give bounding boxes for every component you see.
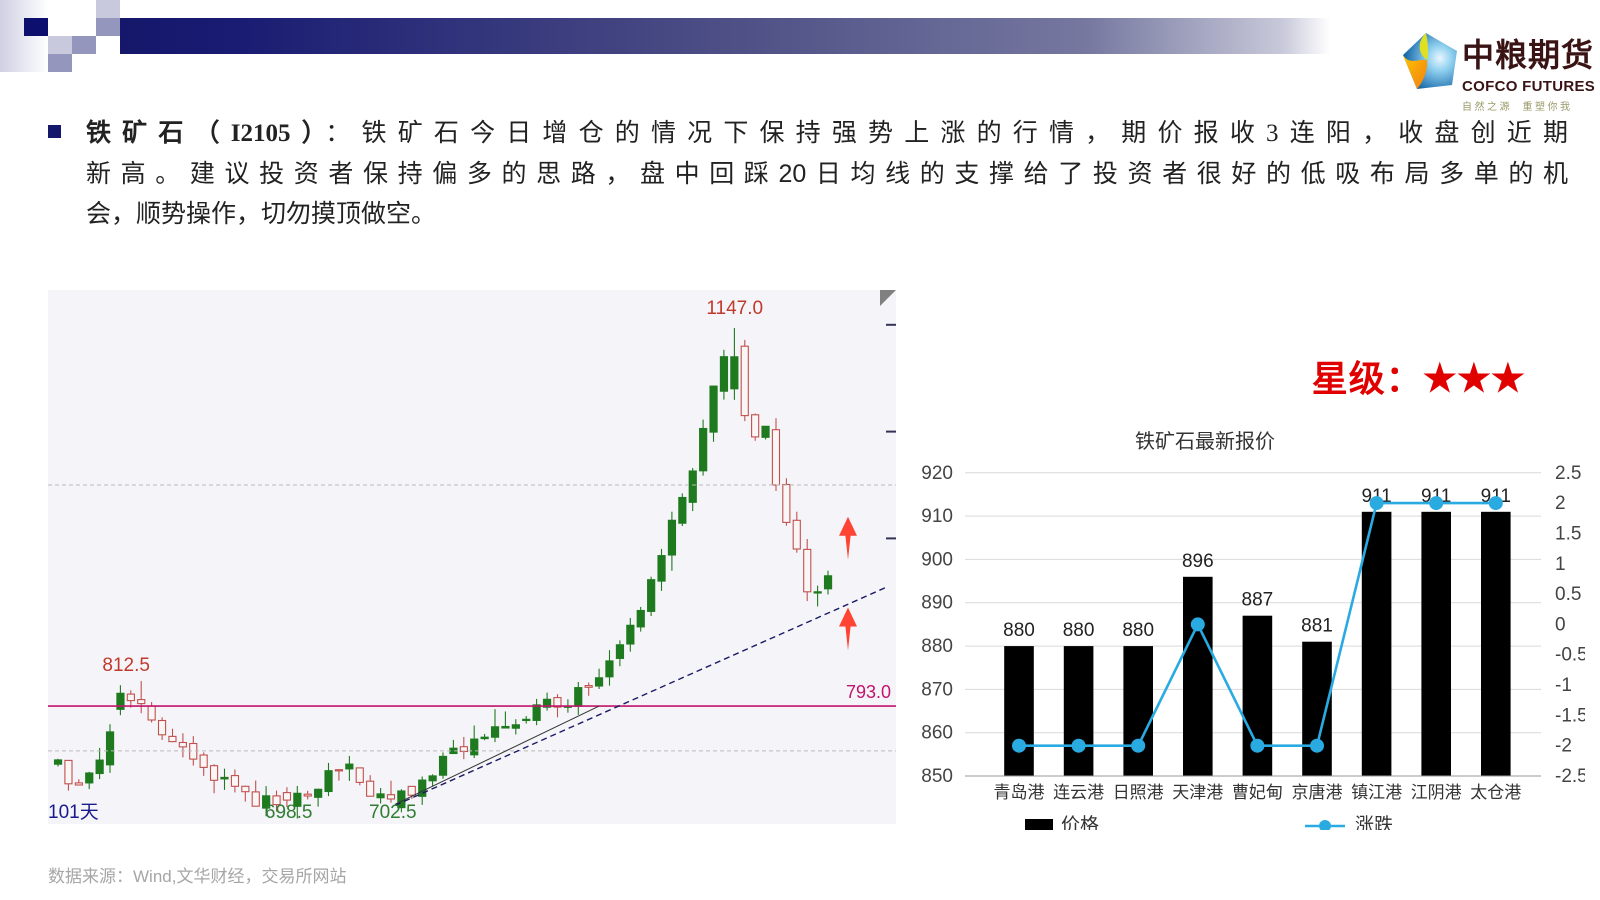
svg-text:-1.5: -1.5 xyxy=(1555,705,1585,726)
svg-text:1: 1 xyxy=(1555,554,1566,575)
svg-text:870: 870 xyxy=(921,679,953,700)
svg-text:-1: -1 xyxy=(1555,675,1572,696)
svg-text:793.0: 793.0 xyxy=(846,682,891,702)
svg-text:896: 896 xyxy=(1182,551,1214,572)
svg-text:880: 880 xyxy=(1063,620,1095,641)
svg-text:1147.0: 1147.0 xyxy=(706,298,763,319)
svg-text:920: 920 xyxy=(921,463,953,484)
svg-text:连云港: 连云港 xyxy=(1053,783,1104,802)
svg-text:101天: 101天 xyxy=(48,802,99,823)
svg-text:曹妃甸: 曹妃甸 xyxy=(1232,783,1283,802)
svg-text:江阴港: 江阴港 xyxy=(1411,783,1462,802)
svg-text:880: 880 xyxy=(921,636,953,657)
svg-text:太仓港: 太仓港 xyxy=(1470,783,1521,802)
svg-text:910: 910 xyxy=(921,506,953,527)
svg-text:青岛港: 青岛港 xyxy=(994,783,1045,802)
svg-text:镇江港: 镇江港 xyxy=(1351,783,1402,802)
svg-text:850: 850 xyxy=(921,766,953,787)
svg-text:0: 0 xyxy=(1555,614,1566,635)
svg-text:900: 900 xyxy=(921,549,953,570)
svg-text:887: 887 xyxy=(1242,590,1274,611)
svg-text:涨跌: 涨跌 xyxy=(1355,814,1393,830)
svg-text:860: 860 xyxy=(921,723,953,744)
svg-text:812.5: 812.5 xyxy=(102,655,150,676)
svg-text:880: 880 xyxy=(1122,620,1154,641)
svg-text:京唐港: 京唐港 xyxy=(1292,782,1343,802)
svg-text:日照港: 日照港 xyxy=(1113,783,1164,802)
svg-text:-2: -2 xyxy=(1555,736,1572,757)
svg-text:-0.5: -0.5 xyxy=(1555,645,1585,666)
svg-text:2.5: 2.5 xyxy=(1555,463,1581,484)
svg-text:铁矿石最新报价: 铁矿石最新报价 xyxy=(1135,430,1275,453)
svg-text:-2.5: -2.5 xyxy=(1555,766,1585,787)
svg-text:880: 880 xyxy=(1003,620,1035,641)
svg-text:698.5: 698.5 xyxy=(265,802,313,823)
svg-text:价格: 价格 xyxy=(1061,814,1099,830)
svg-text:702.5: 702.5 xyxy=(369,802,417,823)
svg-text:0.5: 0.5 xyxy=(1555,584,1581,605)
svg-text:1.5: 1.5 xyxy=(1555,523,1581,544)
svg-text:天津港: 天津港 xyxy=(1172,783,1223,802)
svg-text:881: 881 xyxy=(1301,616,1333,637)
svg-text:890: 890 xyxy=(921,593,953,614)
svg-text:2: 2 xyxy=(1555,493,1566,514)
